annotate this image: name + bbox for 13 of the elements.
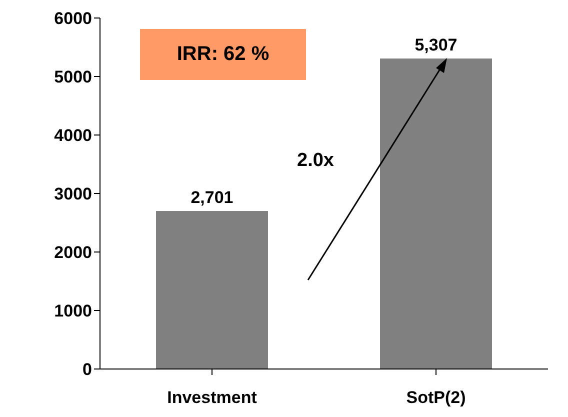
data-label: 2,701 [190, 188, 234, 207]
y-tick-label: 4000 [54, 126, 92, 146]
y-tick-label: 5000 [54, 68, 92, 87]
y-tick-label: 6000 [54, 9, 92, 28]
x-tick-label: Investment [167, 388, 258, 408]
y-tick-label: 3000 [54, 184, 92, 204]
y-tick-label: 2000 [54, 243, 92, 262]
annotation: 2.0x [297, 150, 334, 172]
y-tick-label: 0 [82, 360, 92, 380]
callout-box: IRR: 62 % [140, 29, 306, 80]
x-tick-label: SotP(2) [406, 388, 466, 408]
data-label: 5,307 [414, 36, 458, 55]
y-tick-label: 1000 [54, 302, 92, 321]
